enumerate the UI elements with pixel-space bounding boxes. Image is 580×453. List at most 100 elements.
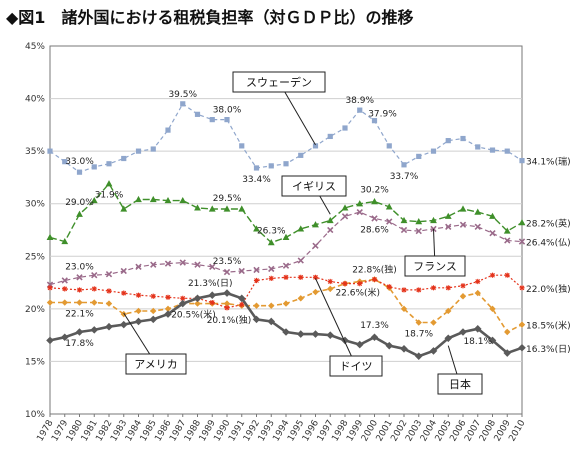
data-label-uk: 29.0% — [65, 198, 94, 208]
uk-point — [208, 205, 216, 212]
germany-point — [489, 272, 496, 278]
uk-point — [341, 204, 349, 211]
japan-point — [119, 320, 128, 329]
japan-point — [60, 333, 69, 342]
france-point — [282, 262, 290, 269]
sweden-point — [504, 148, 510, 154]
sweden-point — [342, 125, 348, 131]
germany-point — [430, 285, 437, 291]
germany-point — [298, 274, 304, 280]
uk-point — [179, 196, 187, 204]
france-point — [415, 227, 422, 235]
sweden-point — [327, 133, 333, 140]
chart-title: ◆図1 諸外国における租税負担率（対ＧＤＰ比）の推移 — [6, 8, 414, 27]
data-label-uk: 31.9% — [95, 191, 124, 201]
data-label-france: 23.0% — [65, 262, 94, 272]
uk-point — [356, 200, 364, 207]
data-label-japan: 17.8% — [65, 339, 94, 349]
uk-point — [385, 203, 393, 210]
sweden-point — [209, 117, 215, 123]
japan-point — [326, 331, 335, 339]
france-point — [459, 221, 467, 228]
plot-area — [49, 45, 523, 415]
france-point — [238, 267, 245, 275]
uk-point — [120, 205, 128, 212]
sweden-point — [239, 143, 245, 149]
callout-box-germany — [329, 355, 383, 377]
sweden-point — [47, 148, 53, 154]
uk-point — [194, 204, 201, 211]
data-label-germany: 22.8%(独) — [352, 263, 397, 275]
y-tick-label: 20% — [25, 305, 45, 315]
france-point — [504, 237, 511, 244]
sweden-point — [106, 161, 112, 167]
sweden-point — [430, 148, 437, 154]
france-point — [400, 226, 408, 234]
japan-point — [134, 317, 143, 326]
uk-point — [267, 239, 275, 246]
germany-point — [342, 281, 348, 287]
series-name-france: フランス — [413, 260, 457, 273]
uk-point — [400, 216, 408, 224]
germany-point — [357, 281, 363, 287]
usa-point — [327, 285, 334, 293]
japan-point — [75, 328, 84, 336]
uk-point — [149, 195, 157, 203]
usa-point — [415, 319, 422, 326]
germany-point — [504, 272, 510, 278]
france-point — [223, 268, 231, 276]
data-label-japan: 21.3%(日) — [188, 278, 233, 289]
france-point — [327, 226, 334, 234]
sweden-point — [371, 118, 378, 124]
series-japan — [46, 289, 526, 360]
japan-point — [149, 315, 158, 324]
sweden-point — [416, 153, 422, 159]
data-label-usa: 22.1% — [65, 310, 94, 320]
data-label-japan: 16.3%(日) — [526, 344, 571, 355]
sweden-point — [76, 169, 83, 175]
japan-point — [164, 310, 172, 318]
germany-point — [386, 284, 392, 290]
series-usa — [46, 276, 526, 336]
france-line — [49, 211, 523, 286]
france-point — [341, 213, 349, 220]
japan-point — [178, 299, 187, 308]
data-label-sweden: 38.9% — [345, 96, 374, 106]
germany-point — [121, 290, 127, 296]
uk-point — [371, 198, 378, 205]
series-name-japan: 日本 — [449, 377, 471, 391]
japan-point — [237, 294, 246, 303]
germany-point — [268, 275, 274, 281]
france-point — [91, 272, 98, 279]
callout-box-france — [404, 255, 466, 277]
data-label-japan: 18.1% — [463, 337, 492, 347]
japan-point — [414, 352, 423, 360]
sweden-point — [268, 163, 274, 169]
france-point — [312, 242, 319, 249]
japan-point — [208, 291, 217, 299]
data-label-sweden: 33.0% — [65, 157, 94, 167]
germany-point — [371, 276, 378, 283]
sweden-point — [180, 101, 186, 107]
germany-point — [106, 288, 112, 294]
uk-point — [238, 205, 246, 212]
uk-point — [76, 210, 83, 217]
japan-point — [105, 322, 113, 331]
uk-point — [312, 221, 319, 228]
data-label-uk: 28.2%(英) — [526, 218, 571, 230]
uk-point — [46, 233, 54, 240]
japan-point — [90, 326, 99, 334]
y-tick-label: 45% — [25, 42, 45, 52]
usa-point — [164, 305, 172, 313]
germany-point — [76, 287, 83, 293]
france-point — [209, 263, 216, 270]
germany-point — [460, 283, 466, 289]
usa-point — [445, 307, 452, 315]
uk-point — [105, 180, 113, 187]
uk-point — [459, 205, 467, 212]
france-point — [253, 266, 260, 274]
germany-point — [224, 305, 230, 311]
usa-point — [474, 289, 481, 297]
uk-point — [518, 219, 526, 226]
uk-point — [61, 237, 69, 245]
